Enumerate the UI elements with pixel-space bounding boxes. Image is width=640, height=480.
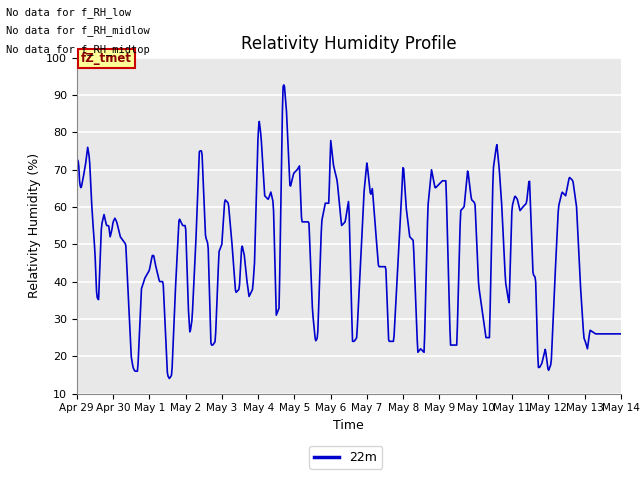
Text: No data for f_RH_midlow: No data for f_RH_midlow	[6, 25, 150, 36]
X-axis label: Time: Time	[333, 419, 364, 432]
Text: fZ_tmet: fZ_tmet	[81, 52, 132, 65]
Text: No data for f_RH_midtop: No data for f_RH_midtop	[6, 44, 150, 55]
Text: No data for f_RH_low: No data for f_RH_low	[6, 7, 131, 18]
Legend: 22m: 22m	[309, 446, 382, 469]
Title: Relativity Humidity Profile: Relativity Humidity Profile	[241, 35, 456, 53]
Y-axis label: Relativity Humidity (%): Relativity Humidity (%)	[28, 153, 40, 298]
